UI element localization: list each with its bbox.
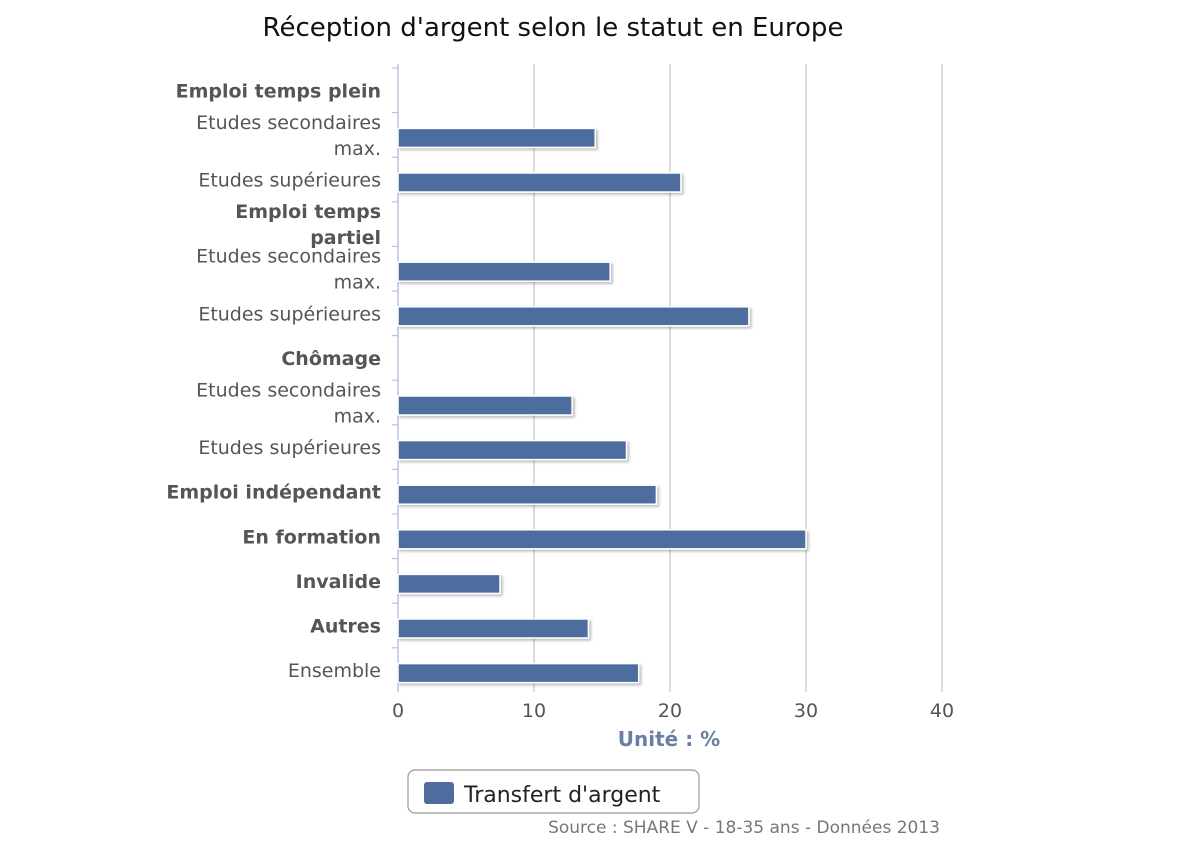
x-tick-label: 40 [930,700,954,722]
category-label: Ensemble [288,660,381,682]
grid-lines [392,64,943,692]
legend[interactable]: Transfert d'argent [407,769,700,814]
x-tick-label: 0 [392,700,404,722]
category-label: Etudes secondaires [196,246,381,268]
legend-swatch [424,782,454,804]
category-label: Chômage [281,348,381,370]
category-label: Emploi temps [235,201,381,223]
x-tick-label: 30 [794,700,818,722]
category-label: En formation [242,526,381,548]
category-label: Etudes supérieures [198,437,381,459]
x-tick-label: 10 [522,700,546,722]
bar[interactable] [397,395,573,416]
chart-title: Réception d'argent selon le statut en Eu… [263,13,844,43]
category-label: Emploi indépendant [166,482,381,504]
bar[interactable] [397,662,640,684]
bar[interactable] [397,306,750,327]
bar[interactable] [397,172,682,193]
legend-label: Transfert d'argent [463,783,661,808]
bar[interactable] [397,439,628,461]
x-axis-title: Unité : % [618,727,720,751]
x-tick-label: 20 [658,700,682,722]
bar[interactable] [397,529,807,550]
category-label: Emploi temps plein [176,80,381,102]
x-tick-labels: 0 10 20 30 40 [392,700,954,722]
category-label: Autres [310,616,381,638]
category-label: Etudes supérieures [198,170,381,192]
category-label: Etudes secondaires [196,380,381,402]
bar[interactable] [397,484,658,505]
category-labels: Emploi temps plein Etudes secondaires max.… [166,80,381,682]
bar[interactable] [397,573,501,595]
bar[interactable] [397,261,611,282]
category-label: Etudes supérieures [198,303,381,325]
category-label: max. [334,138,381,160]
category-label: Etudes secondaires [196,112,381,134]
bar[interactable] [397,618,590,639]
category-label: Invalide [296,571,381,593]
bars [397,127,807,684]
category-label: partiel [310,227,381,249]
category-label: max. [334,406,381,428]
legend-box [407,769,700,814]
source-note: Source : SHARE V - 18-35 ans - Données 2… [548,818,940,838]
category-label: max. [334,272,381,294]
bar[interactable] [397,127,596,149]
